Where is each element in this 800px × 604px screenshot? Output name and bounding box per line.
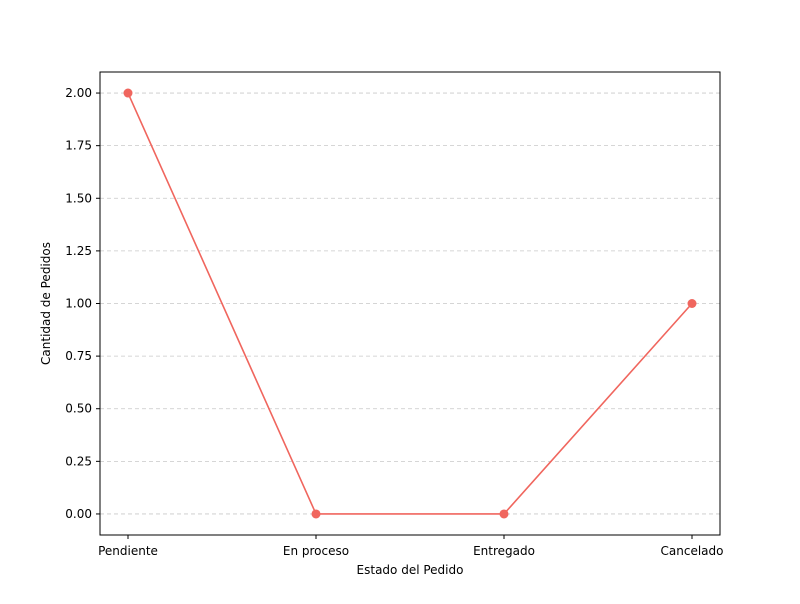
x-tick-label: Pendiente: [98, 544, 158, 558]
y-tick-label: 0.75: [65, 349, 92, 363]
y-axis-label: Cantidad de Pedidos: [39, 242, 53, 365]
data-point: [311, 509, 321, 519]
data-point: [499, 509, 509, 519]
data-point: [687, 299, 697, 308]
y-tick-label: 1.50: [65, 191, 92, 205]
x-tick-label: En proceso: [283, 544, 349, 558]
x-tick-label: Cancelado: [661, 544, 724, 558]
data-point: [123, 88, 133, 98]
grid-lines: [100, 92, 720, 515]
x-axis-ticks: Pendiente En proceso Entregado Cancelado: [98, 535, 723, 558]
series-layer: [123, 88, 697, 519]
y-tick-label: 0.25: [65, 454, 92, 468]
series-line: [127, 92, 693, 515]
y-tick-label: 0.50: [65, 402, 92, 416]
y-tick-label: 0.00: [65, 507, 92, 521]
y-axis-ticks: 0.00 0.25 0.50 0.75 1.00 1.25 1.50 1.75 2.00: [65, 86, 100, 521]
x-tick-label: Entregado: [473, 544, 535, 558]
y-tick-label: 2.00: [65, 86, 92, 100]
y-tick-label: 1.25: [65, 244, 92, 258]
y-tick-label: 1.00: [65, 297, 92, 311]
x-axis-label: Estado del Pedido: [357, 563, 464, 577]
y-tick-label: 1.75: [65, 139, 92, 153]
